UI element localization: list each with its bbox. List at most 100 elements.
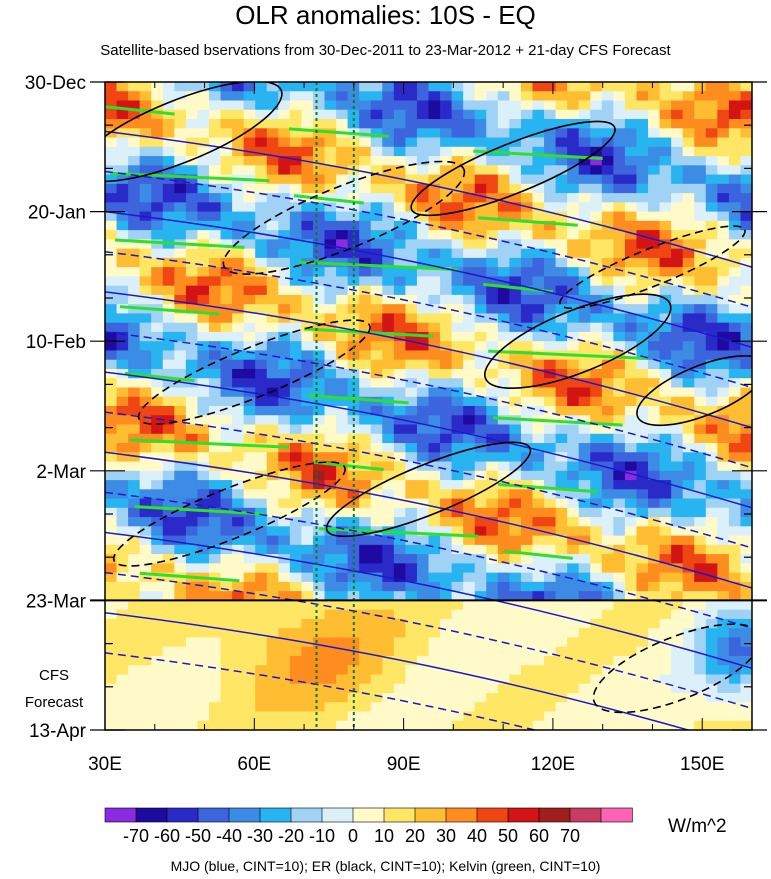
anomaly-cell (532, 91, 545, 102)
anomaly-cell (636, 276, 649, 287)
anomaly-cell (289, 378, 303, 389)
anomaly-cell (382, 285, 395, 296)
anomaly-cell (139, 137, 152, 148)
anomaly-cell (440, 174, 453, 185)
anomaly-cell (578, 637, 591, 648)
anomaly-cell (105, 359, 118, 370)
anomaly-cell (567, 692, 580, 703)
anomaly-cell (555, 146, 568, 157)
anomaly-cell (659, 415, 672, 426)
anomaly-cell (382, 341, 395, 352)
anomaly-cell (197, 183, 210, 194)
anomaly-cell (682, 359, 695, 370)
anomaly-cell (382, 581, 395, 592)
anomaly-cell (197, 91, 210, 102)
anomaly-cell (728, 359, 742, 370)
anomaly-cell (151, 100, 164, 111)
anomaly-cell (289, 498, 303, 509)
anomaly-cell (682, 674, 695, 685)
anomaly-cell (382, 443, 395, 453)
anomaly-cell (428, 480, 441, 490)
anomaly-cell (220, 498, 233, 509)
anomaly-cell (105, 609, 118, 620)
anomaly-cell (601, 285, 614, 296)
anomaly-cell (128, 702, 141, 713)
anomaly-cell (544, 526, 557, 537)
anomaly-cell (636, 443, 649, 453)
anomaly-cell (463, 285, 476, 296)
anomaly-cell (174, 248, 187, 259)
anomaly-cell (624, 276, 638, 287)
anomaly-cell (474, 517, 487, 527)
anomaly-cell (671, 692, 684, 703)
anomaly-cell (255, 313, 268, 324)
anomaly-cell (370, 535, 383, 546)
anomaly-cell (312, 655, 326, 666)
anomaly-cell (497, 378, 510, 389)
anomaly-cell (162, 711, 175, 722)
anomaly-cell (105, 618, 118, 629)
anomaly-cell (728, 230, 742, 240)
anomaly-cell (682, 387, 695, 398)
anomaly-cell (162, 674, 175, 685)
forecast-label-forecast: Forecast (24, 694, 84, 711)
anomaly-cell (266, 294, 279, 305)
anomaly-cell (301, 711, 314, 722)
anomaly-cell (116, 109, 129, 120)
anomaly-cell (336, 119, 349, 129)
anomaly-cell (601, 396, 614, 407)
anomaly-cell (532, 109, 545, 120)
anomaly-cell (648, 702, 661, 713)
anomaly-cell (717, 183, 730, 194)
anomaly-cell (393, 489, 406, 500)
anomaly-cell (636, 359, 649, 370)
anomaly-cell (705, 683, 718, 694)
anomaly-cell (324, 239, 337, 250)
anomaly-cell (474, 702, 487, 713)
anomaly-cell (266, 331, 279, 342)
anomaly-cell (359, 572, 372, 583)
anomaly-cell (601, 535, 614, 546)
anomaly-cell (116, 304, 129, 315)
anomaly-cell (139, 489, 152, 500)
anomaly-cell (289, 368, 303, 379)
anomaly-cell (474, 396, 487, 407)
anomaly-cell (728, 211, 742, 222)
anomaly-cell (578, 655, 591, 666)
anomaly-cell (151, 526, 164, 537)
anomaly-cell (208, 554, 222, 564)
anomaly-cell (347, 322, 360, 333)
anomaly-cell (520, 211, 534, 222)
anomaly-cell (728, 655, 742, 666)
anomaly-cell (578, 294, 591, 305)
anomaly-cell (578, 313, 591, 324)
anomaly-cell (405, 406, 418, 416)
anomaly-cell (128, 591, 141, 601)
anomaly-cell (624, 563, 638, 574)
anomaly-cell (278, 146, 291, 157)
anomaly-cell (636, 517, 649, 527)
anomaly-cell (405, 91, 418, 102)
anomaly-cell (243, 350, 256, 361)
anomaly-cell (717, 563, 730, 574)
anomaly-cell (324, 211, 337, 222)
anomaly-cell (336, 174, 349, 185)
anomaly-cell (162, 618, 175, 629)
anomaly-cell (220, 702, 233, 713)
anomaly-cell (174, 683, 187, 694)
anomaly-cell (336, 433, 349, 444)
anomaly-cell (266, 91, 279, 102)
anomaly-cell (208, 628, 222, 639)
anomaly-cell (717, 341, 730, 352)
anomaly-cell (278, 591, 291, 601)
anomaly-cell (555, 461, 568, 472)
anomaly-cell (509, 655, 522, 666)
anomaly-cell (671, 183, 684, 194)
anomaly-cell (740, 452, 752, 463)
anomaly-cell (648, 637, 661, 648)
anomaly-cell (336, 137, 349, 148)
anomaly-cell (671, 267, 684, 277)
anomaly-cell (301, 304, 314, 315)
anomaly-cell (578, 609, 591, 620)
anomaly-cell (382, 100, 395, 111)
